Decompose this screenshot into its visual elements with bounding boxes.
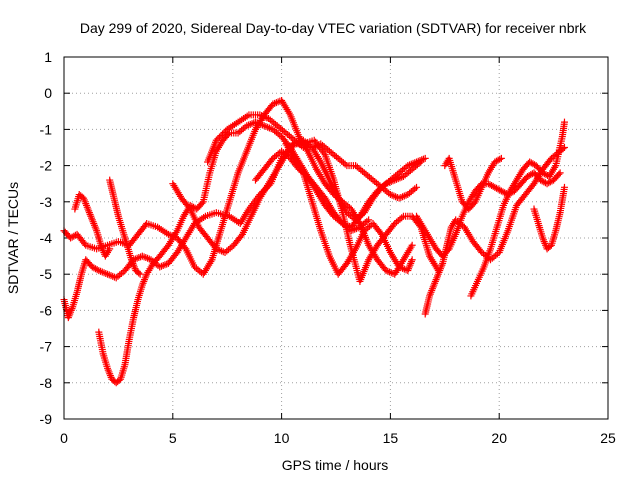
- data-point: [212, 136, 220, 144]
- data-point: [220, 129, 228, 137]
- plot-frame: [63, 56, 609, 420]
- y-tick-label: -5: [40, 266, 53, 282]
- data-point: [417, 158, 425, 166]
- y-axis-title: SDTVAR / TECUs: [5, 182, 21, 294]
- x-tick-label: 20: [491, 430, 507, 446]
- data-point: [217, 132, 225, 140]
- x-axis-title: GPS time / hours: [282, 457, 389, 473]
- data-point: [560, 118, 568, 126]
- data-layer: [60, 96, 568, 387]
- series-arc-7: [204, 111, 421, 202]
- y-tick-label: -1: [40, 121, 53, 137]
- y-tick-label: -9: [40, 411, 53, 427]
- data-point: [106, 245, 114, 253]
- data-point: [546, 156, 554, 164]
- x-tick-label: 0: [60, 430, 68, 446]
- data-point: [390, 221, 398, 229]
- data-point: [408, 256, 416, 264]
- data-point: [421, 154, 429, 162]
- data-point: [372, 188, 380, 196]
- y-tick-label: -4: [40, 230, 53, 246]
- data-point: [198, 199, 206, 207]
- series-arc-4: [106, 176, 144, 278]
- data-point: [497, 154, 505, 162]
- y-tick-label: -6: [40, 302, 53, 318]
- data-point: [93, 266, 101, 274]
- y-tick-label: -2: [40, 158, 53, 174]
- series-arc-9: [282, 140, 416, 278]
- data-point: [185, 203, 193, 211]
- data-point: [560, 183, 568, 191]
- data-point: [219, 130, 227, 138]
- data-point: [215, 133, 223, 141]
- data-point: [477, 247, 485, 255]
- tick-layer: 0 5 10 15 20 25 -9 -8 -7 -6 -5 -4 -3 -2 -1 0 1: [40, 49, 616, 446]
- series-arc-14: [530, 183, 568, 253]
- data-point: [556, 169, 564, 177]
- data-point: [413, 183, 421, 191]
- data-point: [237, 232, 245, 240]
- x-tick-label: 25: [600, 430, 616, 446]
- x-tick-label: 10: [274, 430, 290, 446]
- series-arc-13: [441, 154, 505, 213]
- x-tick-label: 5: [169, 430, 177, 446]
- data-point: [365, 216, 373, 224]
- y-tick-label: 0: [44, 85, 52, 101]
- y-tick-label: -3: [40, 194, 53, 210]
- series-arc-5: [71, 191, 114, 260]
- data-point: [376, 229, 384, 237]
- data-point: [135, 269, 143, 277]
- data-point: [408, 241, 416, 249]
- data-point: [136, 270, 144, 278]
- data-point: [268, 156, 276, 164]
- data-point: [496, 155, 504, 163]
- data-point: [444, 246, 452, 254]
- grid-layer: [64, 57, 608, 419]
- y-tick-label: -7: [40, 339, 53, 355]
- data-point: [555, 170, 563, 178]
- data-point: [470, 199, 478, 207]
- y-tick-label: 1: [44, 49, 52, 65]
- y-tick-label: -8: [40, 375, 53, 391]
- chart-title: Day 299 of 2020, Sidereal Day-to-day VTE…: [80, 20, 587, 36]
- x-tick-label: 15: [383, 430, 399, 446]
- data-point: [214, 135, 222, 143]
